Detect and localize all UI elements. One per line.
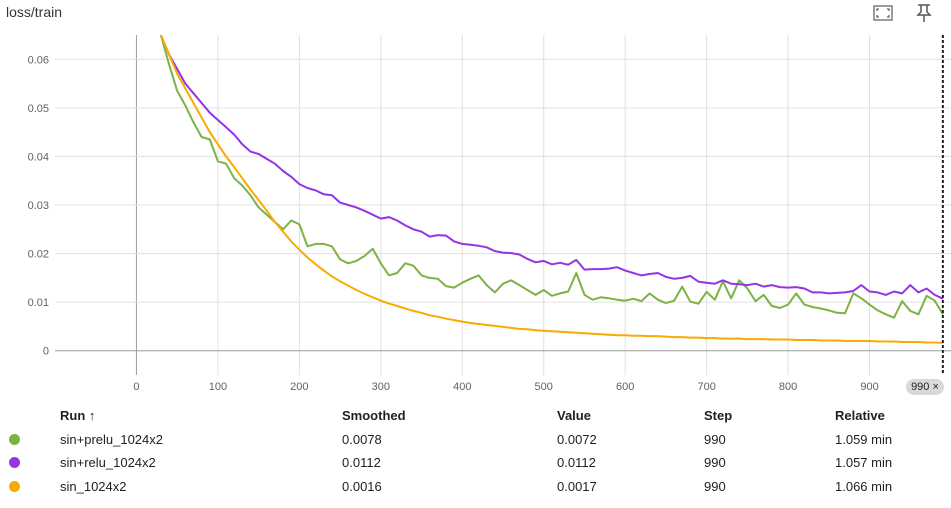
run-name: sin_1024x2	[60, 478, 127, 494]
step-value: 990	[704, 478, 726, 494]
line-chart[interactable]: 0 100 200 300 400 500 600 700 800 900 0 0.01 0.02 0.0…	[0, 0, 951, 400]
header-smoothed[interactable]: Smoothed	[342, 408, 406, 423]
x-tick-label: 300	[372, 381, 390, 393]
smoothed-value: 0.0078	[342, 431, 382, 447]
x-tick-label: 800	[779, 381, 797, 393]
y-tick-label: 0.01	[28, 297, 49, 309]
table-row: sin+relu_1024x2 0.0112 0.0112 990 1.057 …	[0, 451, 951, 475]
y-tick-label: 0.05	[28, 103, 49, 115]
raw-value: 0.0017	[557, 478, 597, 494]
smoothed-value: 0.0112	[342, 455, 381, 470]
y-tick-label: 0.03	[28, 200, 49, 212]
x-tick-label: 600	[616, 381, 634, 393]
series-line-sin+prelu_1024x2	[159, 35, 944, 319]
raw-value: 0.0072	[557, 431, 597, 447]
series-line-sin+relu_1024x2	[159, 35, 944, 300]
x-tick-label: 500	[535, 381, 553, 393]
table-row: sin_1024x2 0.0016 0.0017 990 1.066 min	[0, 475, 951, 499]
y-tick-label: 0	[43, 346, 49, 358]
run-table: Run ↑ Smoothed Value Step Relative sin+p…	[0, 404, 951, 498]
fit-to-screen-icon[interactable]	[872, 2, 894, 24]
raw-value: 0.0112	[557, 455, 596, 470]
run-name: sin+prelu_1024x2	[60, 431, 163, 447]
header-run[interactable]: Run ↑	[60, 408, 96, 423]
relative-time: 1.057 min	[835, 455, 893, 470]
step-value: 990	[704, 431, 726, 447]
x-tick-label: 200	[290, 381, 308, 393]
table-row: sin+prelu_1024x2 0.0078 0.0072 990 1.059…	[0, 428, 951, 452]
y-tick-label: 0.06	[28, 54, 49, 66]
smoothed-value: 0.0016	[342, 478, 382, 494]
chart-title: loss/train	[6, 4, 63, 20]
run-color-dot	[9, 433, 20, 445]
run-color-dot	[9, 457, 20, 468]
header-step[interactable]: Step	[704, 408, 733, 423]
x-tick-label: 900	[860, 381, 878, 393]
x-tick-label: 400	[453, 381, 471, 393]
run-color-dot	[9, 480, 20, 492]
pin-icon[interactable]	[913, 2, 935, 24]
relative-time: 1.059 min	[835, 431, 893, 447]
header-relative[interactable]: Relative	[835, 408, 885, 423]
x-tick-label: 100	[209, 381, 227, 393]
relative-time: 1.066 min	[835, 478, 893, 494]
y-tick-label: 0.04	[28, 151, 49, 163]
series-line-sin_1024x2	[159, 35, 943, 344]
close-icon[interactable]: ×	[932, 381, 939, 393]
table-header-row: Run ↑ Smoothed Value Step Relative	[0, 404, 951, 428]
cursor-step-chip[interactable]: 990 ×	[906, 379, 944, 395]
y-tick-label: 0.02	[28, 249, 49, 261]
x-tick-label: 700	[697, 381, 715, 393]
x-tick-label: 0	[133, 381, 139, 393]
run-name: sin+relu_1024x2	[60, 455, 156, 470]
header-value[interactable]: Value	[557, 408, 591, 423]
step-value: 990	[704, 455, 726, 470]
cursor-step-label: 990	[911, 381, 930, 393]
